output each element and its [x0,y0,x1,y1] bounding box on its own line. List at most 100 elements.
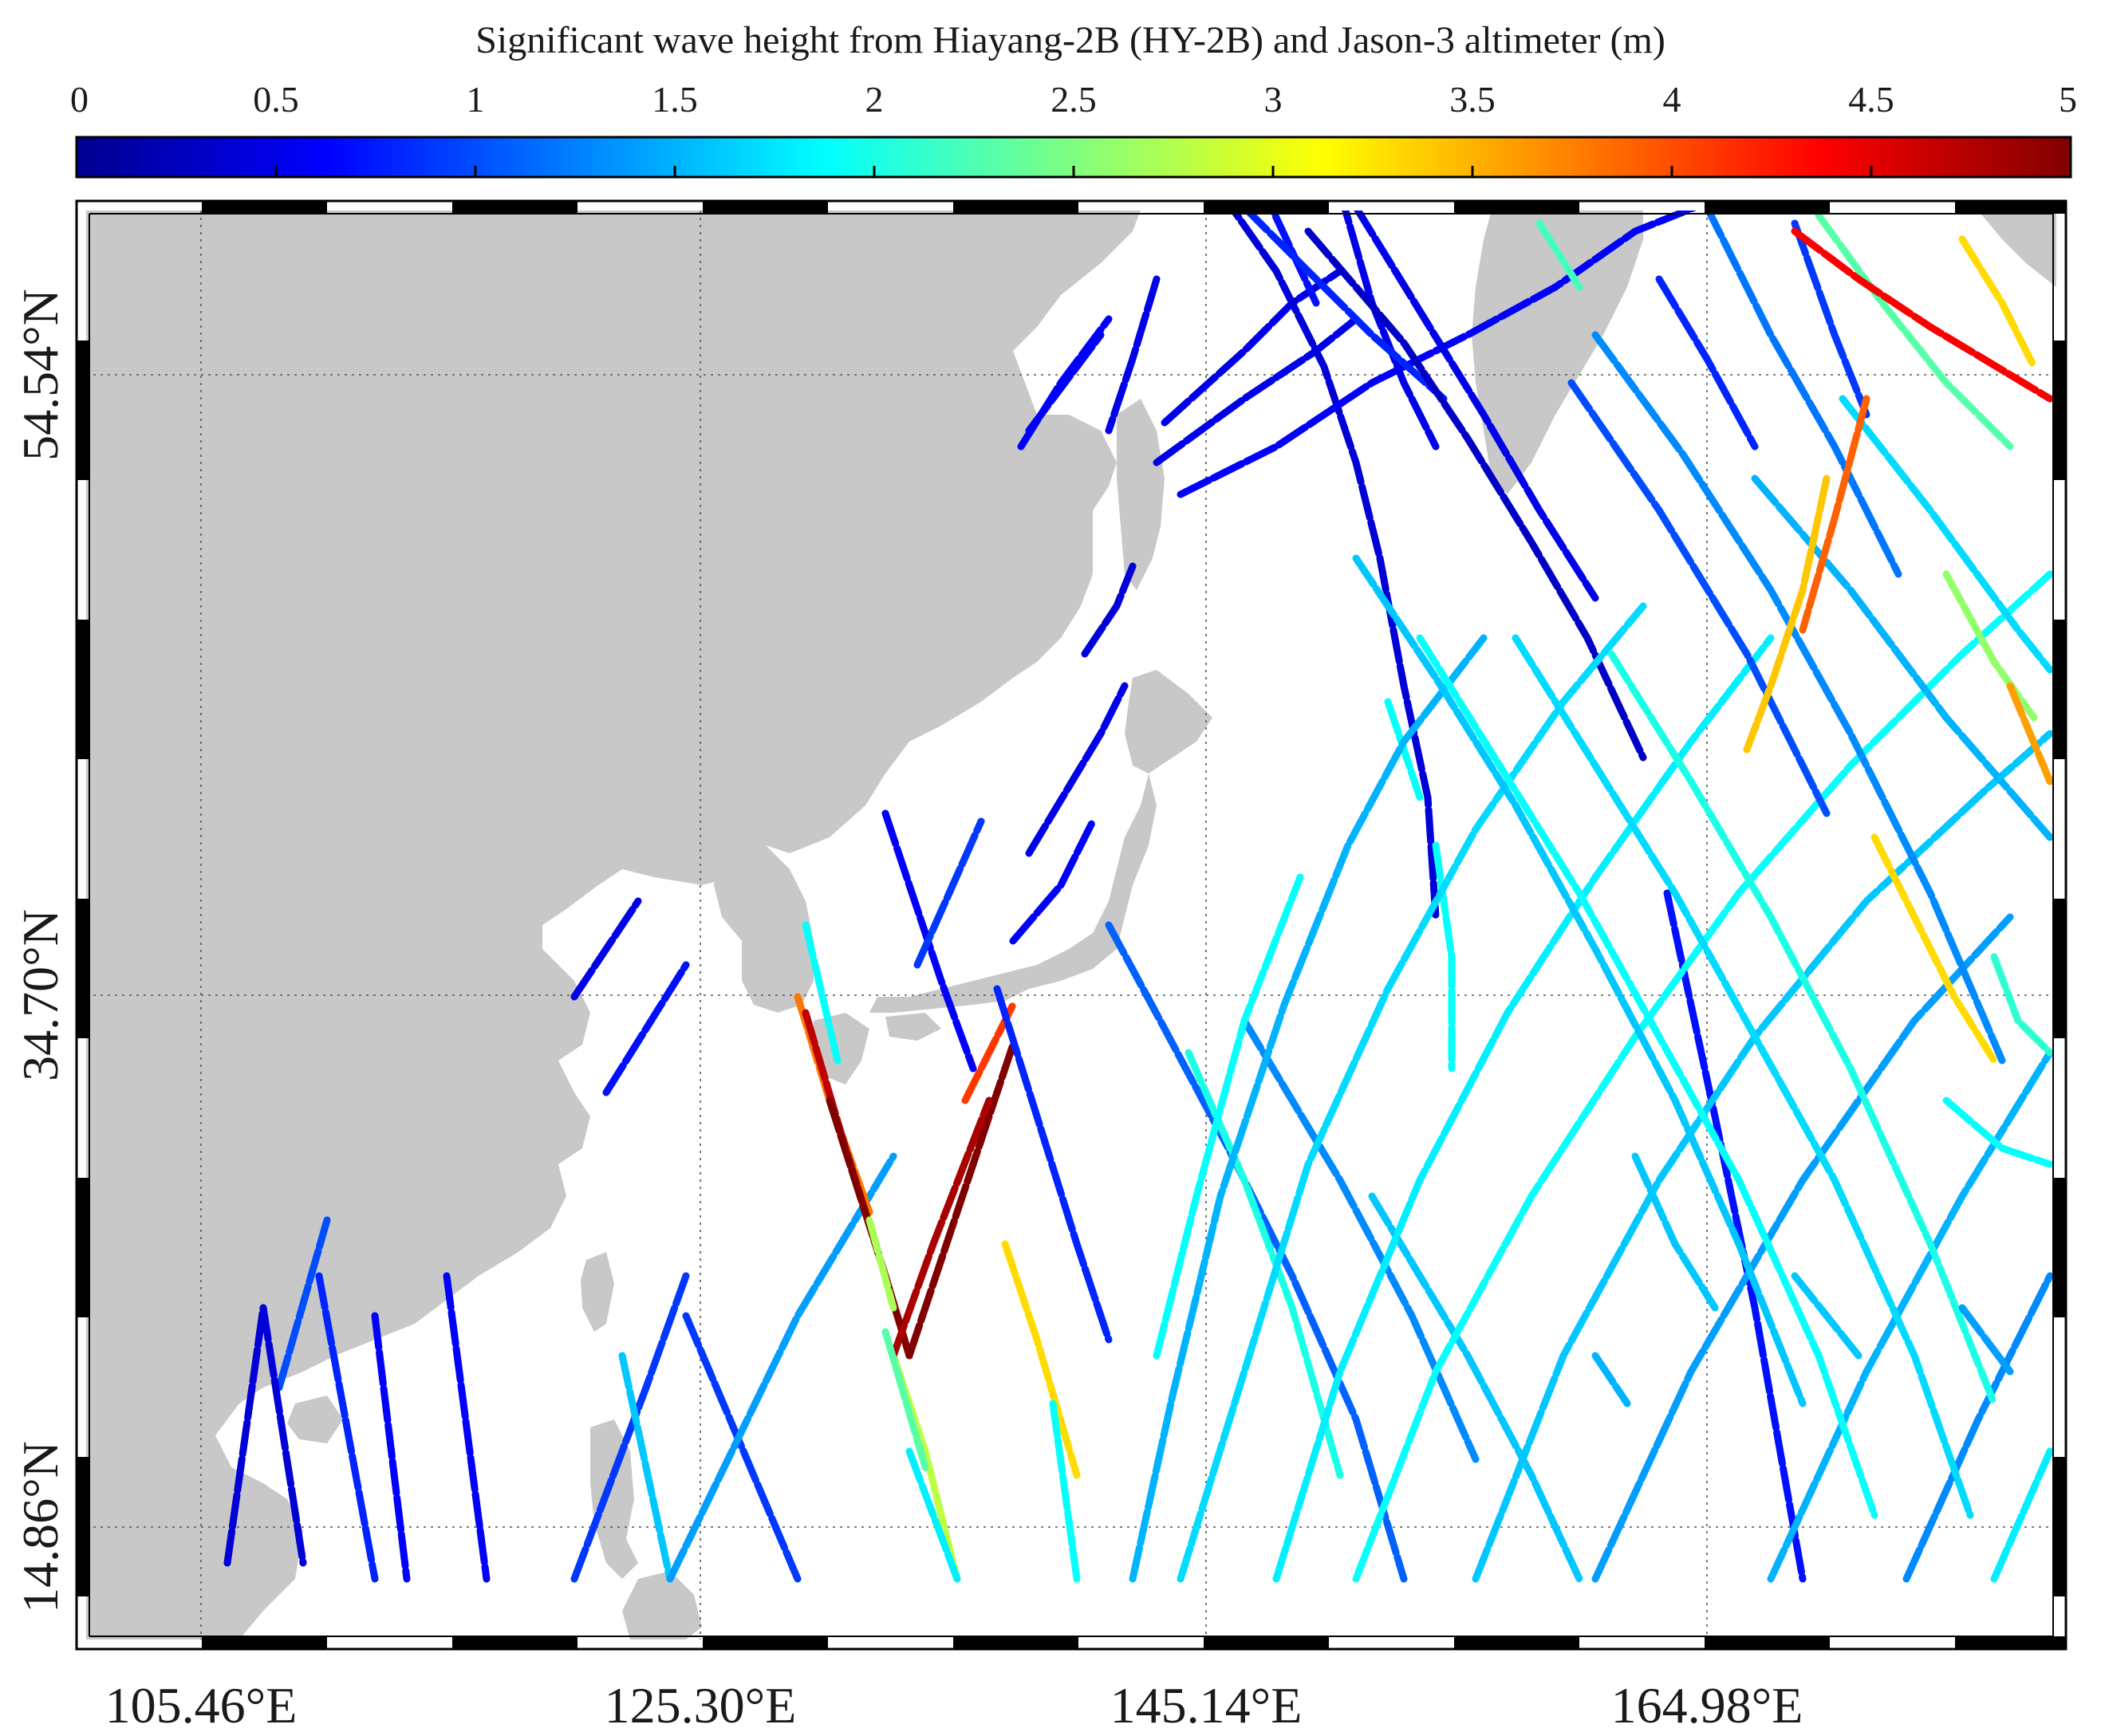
colorbar-tick-label: 1.5 [652,79,698,120]
altimeter-track [1153,873,1304,1360]
latitude-labels: 54.54°N 34.70°N 14.86°N [12,289,69,1613]
frame-segment-left [77,620,89,759]
altimeter-track [1704,211,1902,578]
altimeter-track [259,1304,307,1567]
altimeter-track [1815,211,2014,451]
altimeter-track [1352,570,2054,1583]
altimeter-track [881,809,977,1073]
frame-segment-right [2053,1178,2066,1317]
philippines-south [622,1571,702,1640]
altimeter-track [1161,267,1344,427]
latitude-label: 14.86°N [12,1441,69,1613]
sakhalin [1117,399,1165,590]
frame-segment-left [77,341,89,480]
altimeter-track [889,1096,993,1360]
altimeter-track [1432,841,1456,1073]
frame-segment-top [1705,201,1830,214]
kamchatka [1472,211,1643,494]
frame-segment-bottom [1955,1636,2066,1649]
frame-segment-left [77,1457,89,1596]
altimeter-track [1958,235,2038,371]
frame-segment-top [1955,201,2066,214]
altimeter-track [1242,211,1448,403]
colorbar-tick-label: 2 [865,79,884,120]
altimeter-track [1416,634,1878,1519]
altimeter-track [1663,889,1807,1583]
frame-segment-top [953,201,1078,214]
altimeter-track [1129,634,1488,1583]
altimeter-track [1567,379,1831,817]
hainan [287,1395,343,1443]
altimeter-track [1631,1152,1719,1312]
altimeter-track [1368,1192,1583,1583]
altimeter-track [1105,921,1408,1583]
frame-segment-top [703,201,828,214]
altimeter-track [881,1328,929,1471]
altimeter-track [1743,474,1831,754]
altimeter-track [1177,211,1697,498]
colorbar-tick-label: 3 [1264,79,1283,120]
colorbar-tick-label: 4.5 [1848,79,1894,120]
colorbar-tick-label: 2.5 [1050,79,1097,120]
frame-segment-right [2053,1457,2066,1596]
altimeter-track [1384,698,1424,801]
altimeter-track [1655,275,1759,451]
colorbar-title: Significant wave height from Hiayang-2B … [475,19,1665,61]
altimeter-track [1751,474,2054,841]
longitude-label: 145.14°E [1110,1677,1303,1734]
korea-peninsula [714,845,814,1013]
altimeter-track [2006,682,2054,785]
shikoku [885,1013,941,1041]
altimeter-track [1177,602,1647,1583]
frame-segment-top [1454,201,1579,214]
frame-segment-right [2053,341,2066,480]
frame-segment-bottom [1204,1636,1329,1649]
altimeter-tracks [223,211,2054,1583]
altimeter-track [1153,315,1360,466]
frame-segment-right [2053,620,2066,759]
taiwan [581,1252,614,1332]
colorbar-tick-labels: 0 0.5 1 1.5 2 2.5 3 3.5 4 4.5 5 [70,79,2077,120]
altimeter-track [993,985,1113,1344]
altimeter-track [1591,1352,1631,1407]
colorbar-tick-label: 3.5 [1449,79,1496,120]
colorbar-tick-label: 5 [2059,79,2077,120]
altimeter-track [1990,1447,2054,1583]
frame-segment-right [2053,899,2066,1038]
longitude-labels: 105.46°E 125.30°E 145.14°E 164.98°E [105,1677,1803,1734]
altimeter-track [1049,1399,1081,1583]
frame-segment-bottom [953,1636,1078,1649]
altimeter-track [1902,1272,2054,1583]
frame-segment-bottom [703,1636,828,1649]
colorbar-tick-label: 0.5 [253,79,299,120]
latitude-label: 54.54°N [12,289,69,461]
colorbar-tick-label: 1 [467,79,485,120]
longitude-label: 125.30°E [605,1677,797,1734]
altimeter-track [1272,634,1775,1583]
frame-segment-left [77,1178,89,1317]
altimeter-track [1009,817,1097,945]
altimeter-track [315,1272,379,1583]
altimeter-track [1870,833,1998,1065]
alaska-fragment [1978,211,2056,287]
frame-segment-left [77,899,89,1038]
altimeter-track [1767,1049,2054,1583]
altimeter-track [618,1352,674,1583]
altimeter-track [1081,562,1137,658]
altimeter-track [1990,953,2054,1057]
map-panel [75,199,2067,1651]
altimeter-track [1354,211,1599,602]
altimeter-track [602,961,690,1096]
colorbar-ticks [75,166,2072,177]
altimeter-track [275,1216,331,1392]
altimeter-track [1268,211,1320,307]
altimeter-track [371,1312,411,1583]
frame-segment-bottom [452,1636,577,1649]
frame-segment-top [452,201,577,214]
altimeter-track [1942,570,2038,722]
altimeter-track [1229,211,1440,921]
altimeter-track [1240,1017,1480,1463]
frame-segment-top [202,201,327,214]
altimeter-track [1025,682,1129,857]
